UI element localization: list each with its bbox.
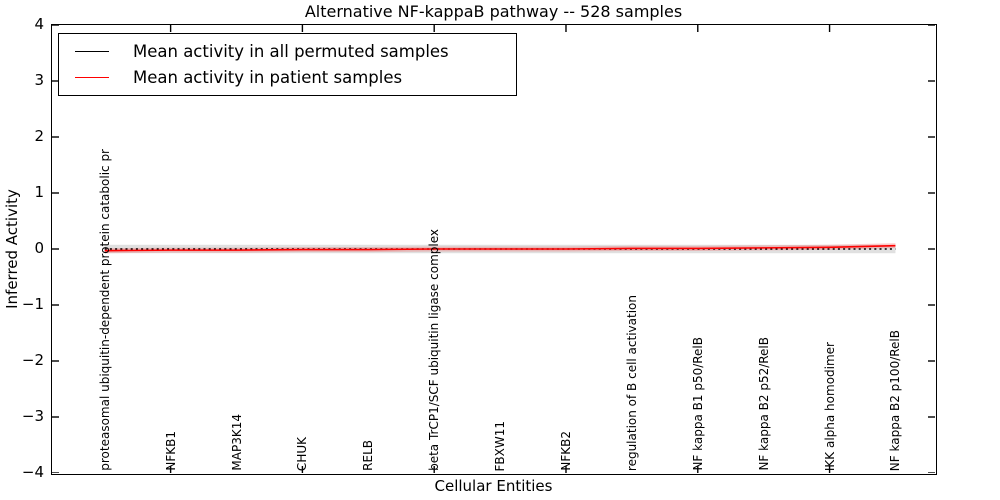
legend-item-permuted: Mean activity in all permuted samples [75,42,516,61]
y-tick-label: 0 [34,239,44,258]
x-category-label: IKK alpha homodimer [822,341,837,471]
x-category-label: FBXW11 [493,420,508,472]
y-tick-label: −1 [21,295,44,314]
x-category-label: RELB [361,440,376,471]
series-band-1 [104,242,895,253]
legend-label-permuted: Mean activity in all permuted samples [133,41,449,61]
y-tick-label: −2 [21,351,44,370]
x-axis-label: Cellular Entities [434,477,553,495]
x-category-label: NF kappa B1 p50/RelB [690,337,705,471]
x-category-label: NFKB1 [163,431,178,471]
y-tick-label: 4 [34,15,44,34]
chart-title: Alternative NF-kappaB pathway -- 528 sam… [304,2,683,21]
x-category-label: NFKB2 [558,431,573,471]
x-category-label: regulation of B cell activation [624,294,639,471]
y-tick-label: −3 [21,407,44,426]
legend-line-permuted [75,50,109,52]
legend-label-patient: Mean activity in patient samples [133,68,403,88]
series-line-1 [104,244,895,251]
y-tick-label: 3 [34,71,44,90]
x-category-label: proteasomal ubiquitin-dependent protein … [97,149,112,471]
plot-area [50,23,937,475]
y-tick-label: 2 [34,127,44,146]
x-category-label: CHUK [295,436,310,471]
legend-line-patient [75,77,109,79]
chart-svg [51,24,935,473]
x-category-label: NF kappa B2 p100/RelB [888,329,903,471]
legend-item-patient: Mean activity in patient samples [75,68,516,87]
legend: Mean activity in all permuted samples Me… [58,33,517,96]
x-category-label: beta TrCP1/SCF ubiquitin ligase complex [427,229,442,471]
y-tick-label: −4 [21,463,44,482]
x-category-label: MAP3K14 [229,414,244,471]
y-tick-label: 1 [34,183,44,202]
x-category-label: NF kappa B2 p52/RelB [756,337,771,471]
